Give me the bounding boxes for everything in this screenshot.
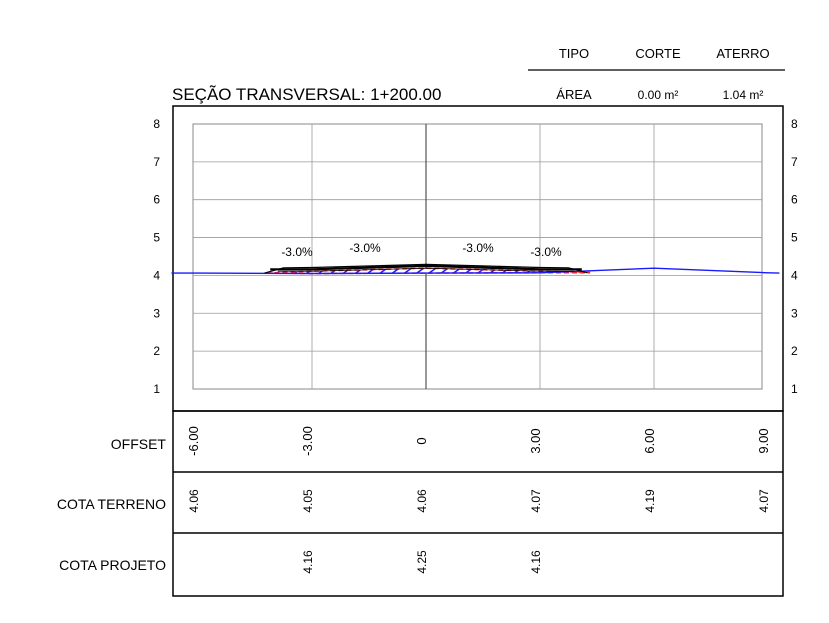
y-tick-label-right: 3 <box>791 306 798 320</box>
y-tick-label-right: 5 <box>791 231 798 245</box>
y-tick-label-right: 6 <box>791 193 798 207</box>
row-label-cota-projeto: COTA PROJETO <box>59 557 166 573</box>
summary-aterro-value: 1.04 m² <box>723 88 764 102</box>
y-tick-label-right: 1 <box>791 382 798 396</box>
offset-cell: 9.00 <box>756 428 771 453</box>
y-tick-label-left: 2 <box>153 344 160 358</box>
offset-cell: -3.00 <box>300 426 315 456</box>
y-tick-label-right: 4 <box>791 268 798 282</box>
y-tick-label-left: 3 <box>153 306 160 320</box>
cota-projeto-cell: 4.16 <box>301 550 315 574</box>
slope-label: -3.0% <box>281 245 313 259</box>
y-axis-left: 1 2 3 4 5 6 7 8 <box>153 117 160 396</box>
cota-terreno-cell: 4.06 <box>415 489 429 513</box>
grid-border <box>192 123 763 390</box>
cota-terreno-cell: 4.19 <box>643 489 657 513</box>
section-title: SEÇÃO TRANSVERSAL: 1+200.00 <box>172 85 441 104</box>
y-tick-label-left: 5 <box>153 231 160 245</box>
y-tick-label-left: 1 <box>153 382 160 396</box>
y-tick-label-left: 4 <box>153 268 160 282</box>
cota-terreno-cell: 4.06 <box>187 489 201 513</box>
y-tick-label-left: 8 <box>153 117 160 131</box>
cota-terreno-cell: 4.05 <box>301 489 315 513</box>
pavement-outline <box>264 263 588 274</box>
summary-table: TIPO CORTE ATERRO ÁREA 0.00 m² 1.04 m² <box>528 46 785 102</box>
fill-area <box>266 267 591 275</box>
y-tick-label-right: 7 <box>791 155 798 169</box>
slope-label: -3.0% <box>462 241 494 255</box>
terrain-line <box>171 267 780 275</box>
y-tick-label-left: 7 <box>153 155 160 169</box>
offset-cell: 3.00 <box>528 428 543 453</box>
y-axis-right: 1 2 3 4 5 6 7 8 <box>791 117 798 396</box>
y-tick-label-right: 2 <box>791 344 798 358</box>
row-label-cota-terreno: COTA TERRENO <box>57 496 166 512</box>
table-frame <box>172 410 784 597</box>
grid <box>193 124 762 389</box>
slope-label: -3.0% <box>530 245 562 259</box>
row-label-offset: OFFSET <box>111 436 167 452</box>
summary-header-aterro: ATERRO <box>716 46 769 61</box>
data-table: OFFSET COTA TERRENO COTA PROJETO -6.00 -… <box>57 410 784 597</box>
cota-terreno-cell: 4.07 <box>757 489 771 513</box>
offset-cell: 6.00 <box>642 428 657 453</box>
plot-frame <box>172 105 784 412</box>
cota-projeto-cell: 4.25 <box>415 550 429 574</box>
y-tick-label-right: 8 <box>791 117 798 131</box>
offset-cell: -6.00 <box>186 426 201 456</box>
pavement-surface <box>270 264 582 271</box>
summary-area-label: ÁREA <box>556 87 592 102</box>
summary-header-corte: CORTE <box>635 46 681 61</box>
slope-label: -3.0% <box>349 241 381 255</box>
pavement-inner <box>277 267 575 272</box>
cota-terreno-cell: 4.07 <box>529 489 543 513</box>
cota-projeto-cell: 4.16 <box>529 550 543 574</box>
y-tick-label-left: 6 <box>153 193 160 207</box>
summary-header-tipo: TIPO <box>559 46 589 61</box>
summary-corte-value: 0.00 m² <box>638 88 679 102</box>
offset-cell: 0 <box>414 437 429 444</box>
